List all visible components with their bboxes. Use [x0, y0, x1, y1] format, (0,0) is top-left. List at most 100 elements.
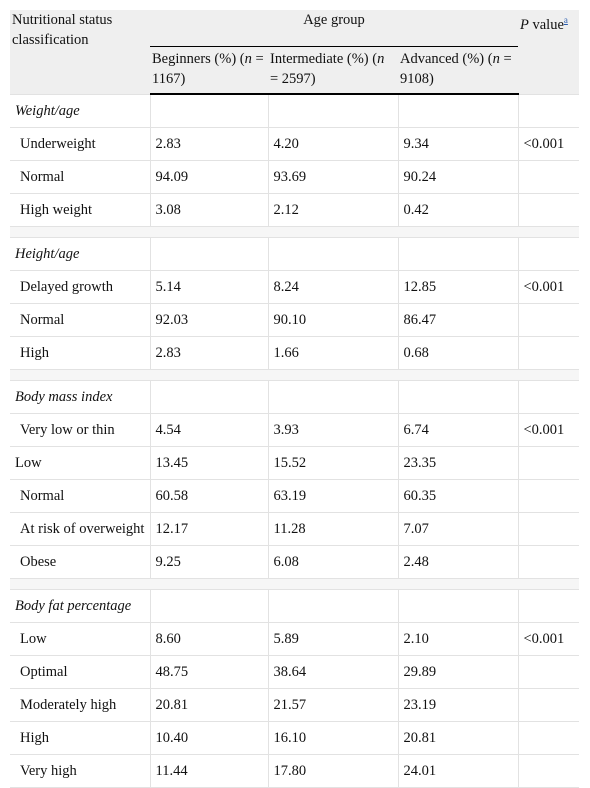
- section-row: Body mass index: [10, 380, 579, 414]
- data-row: Normal 92.03 90.10 86.47: [10, 303, 579, 337]
- row-label: Low: [10, 446, 150, 480]
- empty-cell: [517, 754, 579, 788]
- column-header: Intermediate (%) (n = 2597): [268, 46, 398, 95]
- value-cell: 5.14: [149, 270, 268, 304]
- empty-cell: [517, 688, 579, 722]
- gap-row: [10, 369, 579, 381]
- data-row: Very low or thin 4.54 3.93 6.74 <0.001: [10, 413, 579, 447]
- value-cell: 60.58: [149, 479, 268, 513]
- value-cell: 38.64: [267, 655, 398, 689]
- empty-cell: [517, 721, 579, 755]
- empty-cell: [149, 237, 268, 271]
- value-cell: 12.85: [397, 270, 518, 304]
- value-cell: 90.10: [267, 303, 398, 337]
- row-label: Moderately high: [10, 688, 150, 722]
- header-group: Age group: [150, 10, 518, 47]
- empty-cell: [517, 380, 579, 414]
- empty-cell: [517, 479, 579, 513]
- empty-cell: [517, 589, 579, 623]
- value-cell: 3.93: [267, 413, 398, 447]
- row-label: At risk of overweight: [10, 512, 150, 546]
- value-cell: 11.28: [267, 512, 398, 546]
- value-cell: 2.12: [267, 193, 398, 227]
- value-cell: 2.48: [397, 545, 518, 579]
- section-title: Body fat percentage: [10, 589, 150, 623]
- value-cell: 6.74: [397, 413, 518, 447]
- value-cell: 63.19: [267, 479, 398, 513]
- data-row: High 10.40 16.10 20.81: [10, 721, 579, 755]
- value-cell: 7.07: [397, 512, 518, 546]
- row-label: High: [10, 336, 150, 370]
- value-cell: 17.80: [267, 754, 398, 788]
- data-row: Very high 11.44 17.80 24.01: [10, 754, 579, 788]
- column-rest: = 9108): [400, 51, 512, 87]
- value-cell: 20.81: [149, 688, 268, 722]
- gap-cell: [10, 578, 579, 590]
- empty-cell: [517, 545, 579, 579]
- row-label: Very low or thin: [10, 413, 150, 447]
- data-row: Normal 94.09 93.69 90.24: [10, 160, 579, 194]
- data-row: High 2.83 1.66 0.68: [10, 336, 579, 370]
- data-row: Underweight 2.83 4.20 9.34 <0.001: [10, 127, 579, 161]
- value-cell: 9.25: [149, 545, 268, 579]
- value-cell: 23.19: [397, 688, 518, 722]
- value-cell: 24.01: [397, 754, 518, 788]
- column-rest: = 2597): [270, 71, 316, 87]
- value-cell: 10.40: [149, 721, 268, 755]
- value-cell: 2.83: [149, 127, 268, 161]
- value-cell: 94.09: [149, 160, 268, 194]
- empty-cell: [517, 336, 579, 370]
- empty-cell: [517, 193, 579, 227]
- value-cell: 60.35: [397, 479, 518, 513]
- value-cell: 11.44: [149, 754, 268, 788]
- value-cell: 29.89: [397, 655, 518, 689]
- row-label: Optimal: [10, 655, 150, 689]
- p-value: <0.001: [517, 127, 579, 161]
- data-row: Delayed growth 5.14 8.24 12.85 <0.001: [10, 270, 579, 304]
- row-label: Obese: [10, 545, 150, 579]
- row-label: High weight: [10, 193, 150, 227]
- empty-cell: [267, 589, 398, 623]
- column-n: n: [492, 51, 500, 67]
- data-row: Moderately high 20.81 21.57 23.19: [10, 688, 579, 722]
- value-cell: 12.17: [149, 512, 268, 546]
- row-label: Underweight: [10, 127, 150, 161]
- value-cell: 2.10: [397, 622, 518, 656]
- empty-cell: [517, 446, 579, 480]
- value-cell: 2.83: [149, 336, 268, 370]
- empty-cell: [397, 237, 518, 271]
- p-value: <0.001: [517, 622, 579, 656]
- gap-cell: [10, 369, 579, 381]
- section-row: Body fat percentage: [10, 589, 579, 623]
- row-label: Normal: [10, 303, 150, 337]
- empty-cell: [517, 237, 579, 271]
- row-label: Very high: [10, 754, 150, 788]
- p-value: <0.001: [517, 270, 579, 304]
- column-n: n: [377, 51, 385, 67]
- data-row: Low 8.60 5.89 2.10 <0.001: [10, 622, 579, 656]
- header-label: Nutritional status classification: [10, 10, 150, 95]
- value-cell: 8.60: [149, 622, 268, 656]
- empty-cell: [397, 589, 518, 623]
- header-p: P valuea: [518, 10, 579, 95]
- column-header: Beginners (%) (n = 1167): [150, 46, 268, 95]
- value-cell: 20.81: [397, 721, 518, 755]
- value-cell: 8.24: [267, 270, 398, 304]
- empty-cell: [149, 94, 268, 128]
- column-text: Beginners (%) (: [152, 51, 245, 67]
- gap-row: [10, 226, 579, 238]
- value-cell: 3.08: [149, 193, 268, 227]
- row-label: Normal: [10, 479, 150, 513]
- value-cell: 15.52: [267, 446, 398, 480]
- data-row: Obese 9.25 6.08 2.48: [10, 545, 579, 579]
- page: Nutritional status classification Age gr…: [10, 10, 579, 788]
- p-text: value: [528, 16, 564, 33]
- value-cell: 6.08: [267, 545, 398, 579]
- value-cell: 92.03: [149, 303, 268, 337]
- value-cell: 23.35: [397, 446, 518, 480]
- empty-cell: [517, 160, 579, 194]
- row-label: High: [10, 721, 150, 755]
- value-cell: 4.54: [149, 413, 268, 447]
- data-row: Low 13.45 15.52 23.35: [10, 446, 579, 480]
- p-footnote[interactable]: a: [563, 15, 568, 25]
